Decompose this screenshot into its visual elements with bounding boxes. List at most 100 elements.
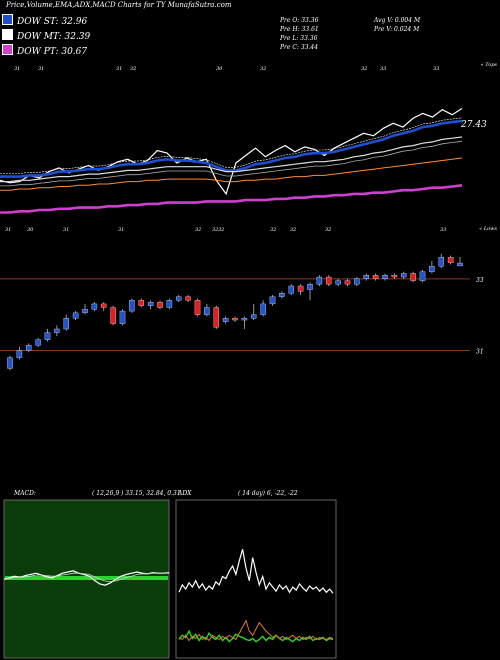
candle-down <box>185 296 191 301</box>
candle-up <box>175 296 182 301</box>
tops-label: « Tops <box>481 62 498 68</box>
low-tick-label: 32 <box>195 227 201 233</box>
candle-down <box>194 300 201 315</box>
top-tick-label: 31 <box>116 66 122 72</box>
low-tick-label: 32 <box>270 227 276 233</box>
overview-ema-mid-line <box>0 136 463 183</box>
candle-up <box>241 318 248 321</box>
candle-up <box>82 309 88 314</box>
candle-down <box>101 303 107 308</box>
dow-mt-swatch <box>2 29 13 40</box>
candle-up <box>382 275 388 279</box>
dow-pt-swatch <box>2 44 13 55</box>
lows-label: « Lows <box>479 226 497 232</box>
candle-up <box>260 303 266 315</box>
dow-pt-label: DOW PT: 30.67 <box>17 47 88 57</box>
legend-dow-mt: DOW MT: 32.39 <box>2 29 90 42</box>
low-tick-label: 32 <box>325 227 331 233</box>
candle-up <box>400 273 407 278</box>
ohlc-low: Pre L: 33.36 <box>280 35 318 42</box>
top-tick-label: 32 <box>361 66 367 72</box>
low-tick-label: 30 <box>27 227 34 233</box>
candle-up <box>7 357 13 369</box>
candle-up <box>269 296 276 305</box>
candle-up <box>44 332 51 340</box>
adx-minus-di-line <box>178 619 334 642</box>
candle-up <box>335 280 341 285</box>
candle-down <box>372 275 379 279</box>
macd-macd-line <box>3 570 170 586</box>
prev-volume: Pre V: 0.024 M <box>374 26 420 33</box>
low-tick-label: 32 <box>218 227 224 233</box>
candle-down <box>138 300 144 306</box>
dow-mt-label: DOW MT: 32.39 <box>17 32 91 42</box>
legend-dow-st: DOW ST: 32.96 <box>2 14 87 27</box>
candle-down <box>110 307 116 324</box>
low-tick-label: 31 <box>63 227 69 233</box>
legend-dow-pt: DOW PT: 30.67 <box>2 44 87 57</box>
candle-down <box>213 307 219 328</box>
top-tick-label: 31 <box>38 66 44 72</box>
low-tick-label: 31 <box>5 227 11 233</box>
price-tick-label: 33 <box>476 277 484 284</box>
macd-histogram-band <box>5 576 168 580</box>
adx-adx-line <box>178 549 334 594</box>
low-tick-label: 32 <box>212 227 218 233</box>
candle-down <box>344 280 351 285</box>
top-tick-label: 30 <box>216 66 223 72</box>
overview-ema-slow-line <box>0 157 463 191</box>
candle-down <box>447 257 454 263</box>
candle-up <box>129 300 135 312</box>
candle-up <box>429 266 435 272</box>
dow-st-swatch <box>2 14 13 25</box>
adx-panel <box>175 499 337 659</box>
candle-up <box>25 344 32 351</box>
candle-up <box>147 301 154 306</box>
overview-ema-mid2-line <box>0 140 463 187</box>
last-value-label: 27.43 <box>460 120 487 130</box>
candle-up <box>438 257 444 267</box>
dow-st-label: DOW ST: 32.96 <box>17 17 88 27</box>
candle-up <box>419 271 426 281</box>
candle-down <box>232 318 238 321</box>
adx-params: ( 14 day) 6, -22, -22 <box>238 490 298 497</box>
candle-up <box>63 318 70 330</box>
price-tick-label: 31 <box>476 349 484 356</box>
candle-down <box>297 285 304 292</box>
low-tick-label: 32 <box>290 227 296 233</box>
top-tick-label: 32 <box>130 66 136 72</box>
adx-label: ADX <box>178 490 192 497</box>
macd-label: MACD: <box>14 490 36 497</box>
low-tick-label: 33 <box>440 227 446 233</box>
overview-ema-fast-line <box>0 119 463 178</box>
top-tick-label: 32 <box>260 66 266 72</box>
ohlc-high: Pre H: 33.61 <box>280 26 319 33</box>
candle-up <box>72 312 79 319</box>
candle-up <box>279 293 285 297</box>
candle-down <box>325 276 332 285</box>
candle-up <box>119 310 126 324</box>
chart-title: Price,Volume,EMA,ADX,MACD Charts for TY … <box>6 1 232 9</box>
candle-up <box>307 284 313 290</box>
avg-volume: Avg V: 0.004 M <box>374 17 421 24</box>
candle-down <box>391 275 398 278</box>
candle-up <box>222 318 229 322</box>
ohlc-open: Pre O: 33.36 <box>280 17 319 24</box>
top-tick-label: 31 <box>14 66 20 72</box>
candle-up <box>250 314 257 319</box>
candle-up <box>16 350 23 358</box>
candle-up <box>354 278 360 285</box>
low-tick-label: 31 <box>118 227 124 233</box>
macd-signal-line <box>4 572 169 583</box>
candle-up <box>316 276 323 285</box>
overview-ema-long-line <box>0 184 463 214</box>
top-tick-label: 33 <box>433 66 439 72</box>
candle-down <box>410 273 416 281</box>
candle-down <box>157 301 163 308</box>
overview-ema-fast2-line <box>0 117 463 174</box>
candle-up <box>288 285 294 294</box>
candle-up <box>35 339 41 346</box>
candle-up <box>166 300 173 308</box>
candle-up <box>54 328 60 333</box>
